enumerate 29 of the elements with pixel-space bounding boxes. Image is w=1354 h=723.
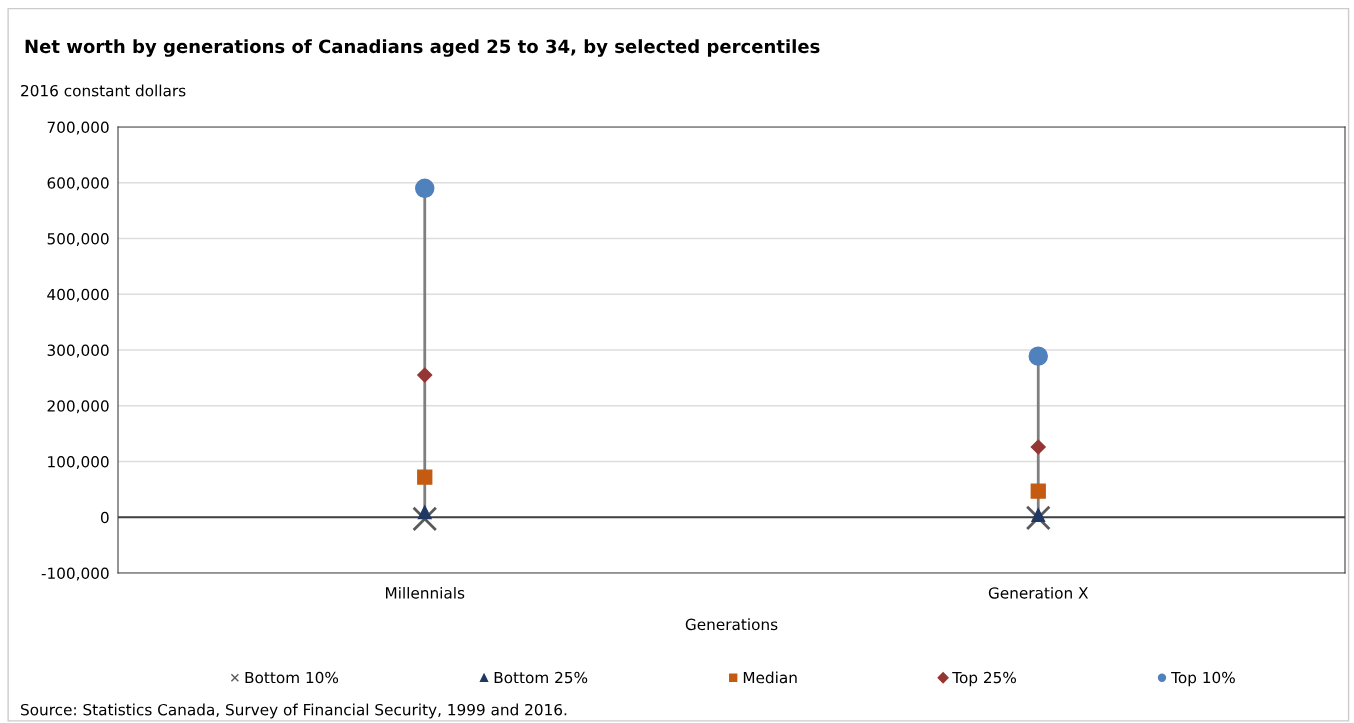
point — [417, 505, 432, 520]
chart-title: Net worth by generations of Canadians aged 25 to 34, by selected percentiles — [25, 39, 820, 57]
y-tick-label: 100,000 — [48, 455, 109, 470]
x-axis-title: Generations — [685, 618, 778, 631]
y-tick-label: -100,000 — [41, 567, 109, 581]
x-tick-label: Millennials — [386, 586, 465, 599]
point — [1028, 346, 1048, 366]
legend-label: Top 25% — [952, 671, 1016, 687]
y-tick-label: 700,000 — [47, 121, 109, 135]
y-tick-label: 0 — [100, 511, 109, 524]
legend-label: Bottom 25% — [494, 671, 588, 684]
y-tick-label: 400,000 — [47, 288, 109, 302]
point — [1030, 483, 1046, 499]
y-tick-label: 200,000 — [47, 400, 109, 414]
point — [417, 469, 433, 485]
legend-label: Top 10% — [1171, 671, 1235, 687]
y-axis-title: 2016 constant dollars — [21, 84, 186, 97]
point — [415, 178, 435, 199]
legend-label: Bottom 10% — [245, 671, 339, 684]
y-tick-label: 600,000 — [47, 177, 109, 191]
point — [1031, 508, 1046, 522]
y-tick-label: 300,000 — [47, 344, 109, 358]
point — [1030, 439, 1046, 455]
point — [412, 506, 438, 532]
x-tick-label: Generation X — [988, 586, 1089, 599]
point — [417, 367, 433, 383]
source-note: Source: Statistics Canada, Survey of Financial Security, 1999 and 2016. — [21, 703, 567, 719]
legend-label: Median — [743, 671, 797, 684]
y-tick-label: 500,000 — [47, 232, 109, 247]
